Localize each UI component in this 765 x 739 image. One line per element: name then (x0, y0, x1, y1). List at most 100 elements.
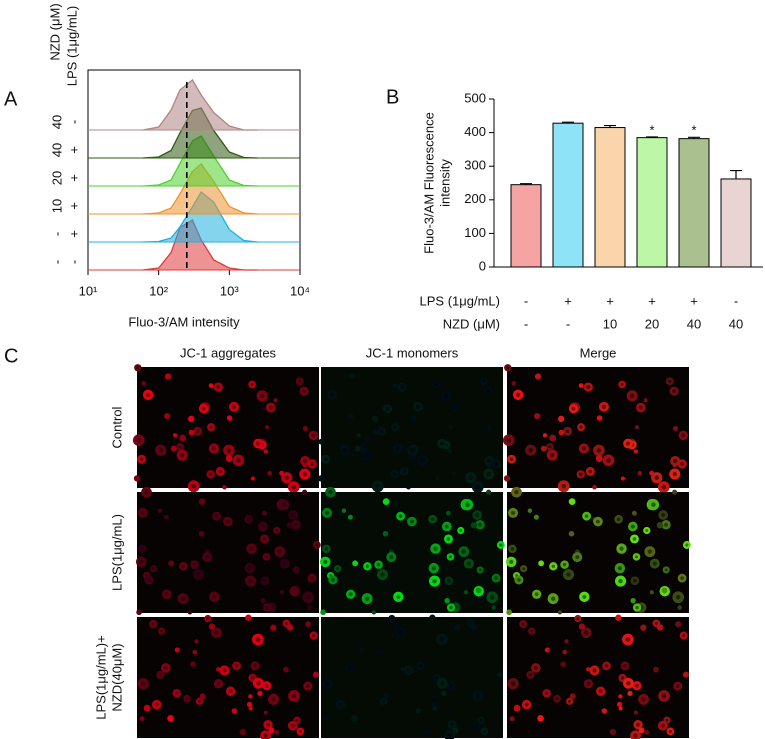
cell-core (672, 389, 676, 393)
cell (246, 701, 253, 707)
panel-letter: B (386, 86, 399, 108)
cell-core (179, 452, 185, 458)
cell (406, 484, 411, 490)
error-bar (604, 124, 616, 128)
cell (318, 438, 325, 445)
histogram-line (142, 79, 258, 131)
row-label-nzd: - (49, 260, 64, 264)
cell-core (620, 382, 624, 386)
x-row-value: - (524, 293, 528, 308)
cell-core (596, 448, 602, 453)
cell-core (440, 681, 445, 686)
cell-core (568, 699, 572, 703)
cell-core (444, 524, 449, 529)
cell (268, 727, 275, 734)
micrograph-background (507, 617, 689, 738)
cell-core (390, 617, 394, 620)
cell-core (312, 633, 316, 638)
cell-core (661, 513, 666, 517)
x-tick-label: 10¹ (79, 283, 98, 298)
cell (372, 429, 379, 436)
cell (323, 716, 329, 722)
cell-core (410, 448, 416, 453)
cell-core (634, 555, 638, 559)
cell (445, 510, 451, 516)
cell (640, 624, 647, 631)
cell-core (562, 562, 567, 567)
cell-core (175, 691, 179, 695)
cell-core (433, 546, 438, 551)
cell-core (222, 668, 227, 673)
x-axis-label: Fluo-3/AM intensity (128, 314, 240, 329)
y-tick-label: 300 (464, 158, 486, 173)
cell-core (152, 567, 156, 571)
cell-core (633, 579, 637, 583)
cell-core (534, 592, 539, 597)
row-label-nzd: 40 (49, 143, 64, 157)
cell (231, 708, 238, 714)
cell-core (139, 559, 144, 564)
cell (190, 661, 196, 668)
cell-core (510, 547, 515, 551)
cell-core (260, 524, 265, 529)
micrograph-background (137, 617, 319, 738)
cell (675, 621, 682, 628)
x-row-value: + (606, 293, 614, 308)
cell-core (522, 567, 526, 571)
cell-core (668, 379, 672, 383)
x-row-value: 10 (603, 316, 617, 331)
cell (167, 715, 174, 722)
cell-core (226, 448, 232, 453)
cell (634, 425, 640, 430)
cell (430, 701, 437, 707)
cell (656, 521, 664, 529)
cell (187, 415, 195, 423)
cell-core (524, 702, 529, 707)
cell-core (661, 484, 667, 490)
cell (486, 426, 492, 432)
x-tick-label: 10² (149, 283, 168, 298)
histogram-area (143, 136, 258, 186)
cell-core (681, 433, 686, 438)
cell-core (291, 693, 297, 699)
cell-core (164, 592, 169, 597)
cell (136, 609, 142, 616)
column-header: Merge (580, 345, 617, 360)
cell-core (379, 429, 384, 434)
cell (163, 514, 169, 520)
cell-core (250, 676, 255, 680)
error-bar (646, 136, 658, 138)
cell (222, 484, 227, 490)
y-tick-label: 0 (479, 258, 486, 273)
row-label-lps: + (66, 230, 81, 238)
cell-core (486, 471, 492, 477)
x-tick-label: 10³ (220, 283, 239, 298)
cell-core (682, 633, 686, 638)
cell-core (265, 605, 269, 610)
error-bar (562, 121, 574, 124)
micrograph-background (321, 617, 503, 738)
cell-core (265, 683, 269, 688)
cell (409, 455, 417, 463)
cell-core (551, 564, 556, 568)
cell-core (195, 429, 200, 434)
cell-core (555, 697, 559, 701)
cell-core (566, 572, 571, 577)
cell-core (592, 668, 597, 673)
cell (270, 624, 277, 631)
cell (423, 728, 431, 736)
cell (263, 710, 268, 715)
cell-core (664, 568, 668, 572)
cell (302, 426, 308, 432)
cell-core (430, 517, 435, 521)
cell-core (214, 514, 219, 518)
cell-core (584, 630, 589, 635)
cell (260, 597, 266, 604)
cell-core (178, 445, 182, 449)
row-header: LPS(1μg/mL) (109, 514, 124, 591)
cell (157, 508, 163, 513)
cell (661, 587, 668, 594)
cell-core (516, 392, 521, 397)
cell (264, 425, 270, 430)
cell-core (294, 522, 298, 527)
